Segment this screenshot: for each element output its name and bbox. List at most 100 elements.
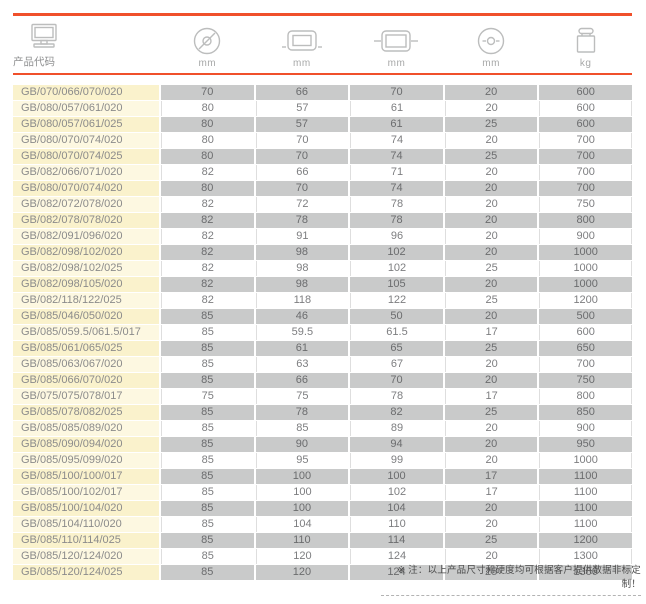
bore-cell: 17 — [444, 485, 538, 500]
diameter-cell: 85 — [161, 325, 254, 340]
weight-cell: 700 — [539, 165, 632, 180]
weight-cell: 1000 — [539, 453, 632, 468]
outer-width-cell: 98 — [255, 245, 349, 260]
diameter-cell: 80 — [161, 117, 254, 132]
header-accent-line — [13, 73, 632, 75]
product-code-cell: GB/082/066/071/020 — [13, 165, 159, 180]
table-row: GB/085/066/070/020 85 66 70 20 750 — [13, 373, 632, 388]
table-row: GB/080/070/074/020 80 70 74 20 700 — [13, 133, 632, 148]
diameter-cell: 82 — [161, 245, 254, 260]
inner-width-cell: 89 — [350, 421, 443, 436]
diameter-cell: 80 — [161, 101, 254, 116]
table-header: 产品代码 mm mm — [13, 16, 632, 73]
bore-cell: 20 — [444, 309, 538, 324]
weight-cell: 1100 — [539, 517, 632, 532]
table-row: GB/085/059.5/061.5/017 85 59.5 61.5 17 6… — [13, 325, 632, 340]
footer: ※ 注：以上产品尺寸和硬度均可根据客户提供数据非标定制！ — [381, 562, 641, 596]
product-code-cell: GB/082/078/078/020 — [13, 213, 159, 228]
bore-cell: 25 — [444, 261, 538, 276]
bore-cell: 17 — [444, 325, 538, 340]
product-code-cell: GB/085/061/065/025 — [13, 341, 159, 356]
inner-width-cell: 96 — [350, 229, 443, 244]
table-row: GB/080/070/074/020 80 70 74 20 700 — [13, 181, 632, 196]
bore-cell: 20 — [444, 181, 538, 196]
outer-width-cell: 85 — [255, 421, 349, 436]
diameter-cell: 85 — [161, 517, 254, 532]
header-weight: kg — [539, 21, 632, 69]
product-code-cell: GB/080/070/074/020 — [13, 133, 159, 148]
outer-width-cell: 118 — [255, 293, 349, 308]
product-code-cell: GB/085/100/100/017 — [13, 469, 159, 484]
header-inner-width-unit: mm — [387, 58, 406, 69]
product-code-cell: GB/082/098/105/020 — [13, 277, 159, 292]
monitor-icon — [27, 21, 61, 51]
outer-width-cell: 75 — [255, 389, 349, 404]
product-code-cell: GB/085/100/102/017 — [13, 485, 159, 500]
table-row: GB/080/057/061/025 80 57 61 25 600 — [13, 117, 632, 132]
bore-cell: 17 — [444, 469, 538, 484]
header-weight-unit: kg — [579, 58, 592, 69]
header-outer-width: mm — [256, 21, 349, 69]
outer-width-cell: 59.5 — [255, 325, 349, 340]
outer-width-cell: 110 — [255, 533, 349, 548]
inner-width-cell: 102 — [350, 485, 443, 500]
diameter-cell: 85 — [161, 437, 254, 452]
inner-width-cell: 78 — [350, 389, 443, 404]
bore-cell: 20 — [444, 245, 538, 260]
diameter-cell: 82 — [161, 277, 254, 292]
diameter-cell: 85 — [161, 309, 254, 324]
weight-cell: 900 — [539, 229, 632, 244]
inner-width-cell: 74 — [350, 133, 443, 148]
weight-cell: 1300 — [539, 549, 632, 564]
outer-width-cell: 70 — [255, 133, 349, 148]
table-row: GB/085/120/124/020 85 120 124 20 1300 — [13, 549, 632, 564]
inner-width-cell: 50 — [350, 309, 443, 324]
spec-table: GB/070/066/070/020 70 66 70 20 600 GB/08… — [13, 85, 632, 580]
weight-cell: 800 — [539, 213, 632, 228]
diameter-cell: 85 — [161, 565, 254, 580]
inner-width-cell: 74 — [350, 181, 443, 196]
weight-cell: 1100 — [539, 485, 632, 500]
table-row: GB/085/085/089/020 85 85 89 20 900 — [13, 421, 632, 436]
product-code-cell: GB/085/095/099/020 — [13, 453, 159, 468]
weight-cell: 1000 — [539, 261, 632, 276]
inner-width-cell: 124 — [350, 549, 443, 564]
inner-width-cell: 104 — [350, 501, 443, 516]
weight-cell: 1100 — [539, 469, 632, 484]
bore-cell: 20 — [444, 437, 538, 452]
diameter-cell: 80 — [161, 149, 254, 164]
diameter-cell: 85 — [161, 485, 254, 500]
table-row: GB/080/070/074/025 80 70 74 25 700 — [13, 149, 632, 164]
table-row: GB/085/100/104/020 85 100 104 20 1100 — [13, 501, 632, 516]
inner-width-cell: 70 — [350, 373, 443, 388]
bore-cell: 20 — [444, 501, 538, 516]
table-row: GB/082/098/102/025 82 98 102 25 1000 — [13, 261, 632, 276]
bore-cell: 25 — [444, 293, 538, 308]
table-row: GB/082/098/105/020 82 98 105 20 1000 — [13, 277, 632, 292]
diameter-cell: 85 — [161, 453, 254, 468]
table-row: GB/085/063/067/020 85 63 67 20 700 — [13, 357, 632, 372]
catalog-page: 产品代码 mm mm — [13, 13, 632, 580]
outer-width-cell: 98 — [255, 261, 349, 276]
bore-cell: 25 — [444, 149, 538, 164]
weight-cell: 600 — [539, 85, 632, 100]
inner-width-cell: 74 — [350, 149, 443, 164]
product-code-cell: GB/082/091/096/020 — [13, 229, 159, 244]
diameter-cell: 85 — [161, 501, 254, 516]
diameter-cell: 80 — [161, 181, 254, 196]
bore-cell: 20 — [444, 213, 538, 228]
table-row: GB/085/095/099/020 85 95 99 20 1000 — [13, 453, 632, 468]
inner-width-cell: 102 — [350, 261, 443, 276]
inner-width-cell: 78 — [350, 197, 443, 212]
diameter-cell: 82 — [161, 229, 254, 244]
diameter-cell: 85 — [161, 469, 254, 484]
header-diameter: mm — [161, 21, 254, 69]
outer-width-cell: 78 — [255, 213, 349, 228]
table-row: GB/082/078/078/020 82 78 78 20 800 — [13, 213, 632, 228]
bore-cell: 20 — [444, 101, 538, 116]
bore-cell: 20 — [444, 229, 538, 244]
inner-width-cell: 102 — [350, 245, 443, 260]
inner-width-cell: 65 — [350, 341, 443, 356]
weight-cell: 950 — [539, 437, 632, 452]
outer-width-cell: 100 — [255, 485, 349, 500]
